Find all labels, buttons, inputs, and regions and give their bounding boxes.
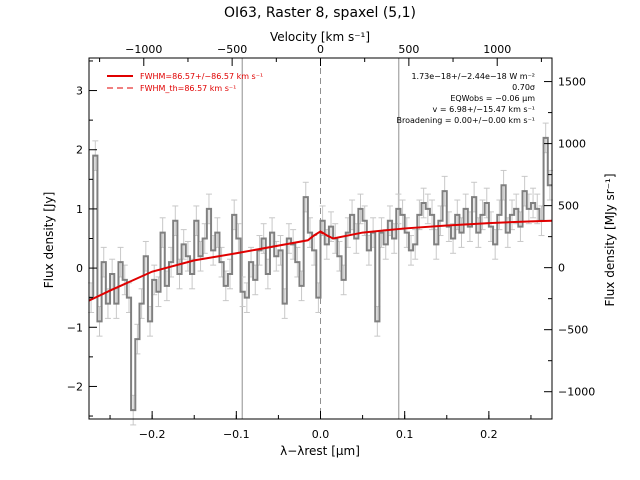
chart-title: OI63, Raster 8, spaxel (5,1) bbox=[224, 5, 416, 21]
legend-label-1: FWHM=86.57+/−86.57 km s⁻¹ bbox=[140, 72, 263, 81]
annotations: 1.73e−18+/−2.44e−18 W m⁻² 0.70σ EQWobs =… bbox=[397, 72, 536, 125]
y-axis-label-right: Flux density [MJy sr⁻¹] bbox=[603, 173, 617, 306]
y-tick-label: 3 bbox=[76, 85, 83, 98]
top-axis-label: Velocity [km s⁻¹] bbox=[270, 30, 370, 44]
x-tick-label: −0.2 bbox=[139, 428, 166, 441]
y-tick-label: 0 bbox=[76, 262, 83, 275]
thermal-fit-line bbox=[307, 232, 334, 241]
right-tick-label: 500 bbox=[558, 200, 579, 213]
top-tick-label: 500 bbox=[398, 43, 419, 56]
fit-line bbox=[88, 219, 553, 302]
legend-label-2: FWHM_th=86.57 km s⁻¹ bbox=[140, 84, 236, 93]
top-tick-label: −1000 bbox=[125, 43, 162, 56]
fit-series bbox=[88, 219, 553, 302]
spectrum-line bbox=[89, 136, 552, 412]
y-tick-label: 1 bbox=[76, 203, 83, 216]
x-axis-label: λ−λrest [μm] bbox=[280, 444, 360, 458]
y-axis-label-left: Flux density [Jy] bbox=[42, 192, 56, 289]
x-tick-label: 0.1 bbox=[396, 428, 414, 441]
right-tick-label: −1000 bbox=[558, 386, 595, 399]
spectrum-series bbox=[89, 136, 552, 412]
annotation-sigma: 0.70σ bbox=[512, 83, 535, 92]
y-tick-label: −2 bbox=[67, 380, 83, 393]
y-tick-label: −1 bbox=[67, 321, 83, 334]
x-tick-label: 0.2 bbox=[480, 428, 498, 441]
right-tick-label: −500 bbox=[558, 324, 588, 337]
y-tick-label: 2 bbox=[76, 144, 83, 157]
x-tick-label: −0.1 bbox=[223, 428, 250, 441]
right-tick-label: 0 bbox=[558, 262, 565, 275]
right-tick-label: 1500 bbox=[558, 76, 586, 89]
x-tick-label: 0.0 bbox=[312, 428, 330, 441]
annotation-broadening: Broadening = 0.00+/−0.00 km s⁻¹ bbox=[397, 116, 535, 125]
top-tick-label: 1000 bbox=[483, 43, 511, 56]
axis-ticks: −0.2 −0.1 0.0 0.1 0.2 −1000 −500 0 500 1000 −2 −1 0 1… bbox=[67, 43, 595, 441]
top-tick-label: −500 bbox=[217, 43, 247, 56]
top-tick-label: 0 bbox=[317, 43, 324, 56]
right-tick-label: 1000 bbox=[558, 138, 586, 151]
annotation-eqw: EQWobs = −0.06 μm bbox=[450, 94, 535, 103]
annotation-velocity: v = 6.98+/−15.47 km s⁻¹ bbox=[433, 105, 535, 114]
legend: FWHM=86.57+/−86.57 km s⁻¹ FWHM_th=86.57 … bbox=[107, 72, 263, 93]
annotation-flux: 1.73e−18+/−2.44e−18 W m⁻² bbox=[411, 72, 535, 81]
